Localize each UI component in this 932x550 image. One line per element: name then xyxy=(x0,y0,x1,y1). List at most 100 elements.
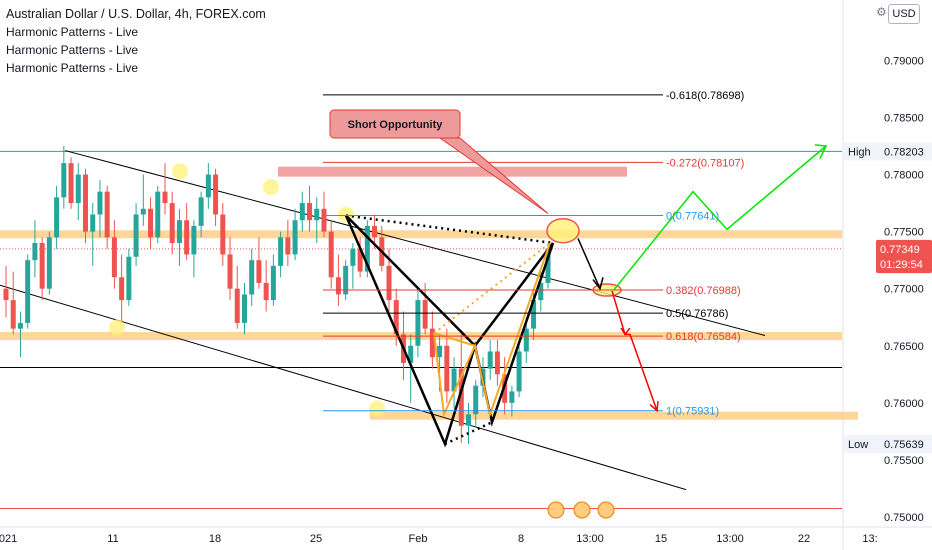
candle xyxy=(256,260,262,283)
candles xyxy=(3,145,551,444)
currency-button[interactable]: USD xyxy=(888,4,920,24)
price-badge-bg xyxy=(876,255,932,274)
price-axis[interactable]: 0.79000 0.78500 0.78000 0.77500 0.77000 0.765… xyxy=(843,55,932,524)
channel-line xyxy=(64,150,766,336)
pattern-leg xyxy=(474,242,554,347)
candle xyxy=(466,414,472,426)
candle xyxy=(263,282,269,301)
candle xyxy=(75,174,81,204)
projection-arrow xyxy=(577,238,601,289)
candle xyxy=(429,328,435,358)
pattern-leg xyxy=(345,214,476,347)
price-tick: 0.79000 xyxy=(884,55,924,67)
indicator-label[interactable]: Harmonic Patterns - Live xyxy=(6,25,139,39)
candle xyxy=(126,256,132,301)
candle xyxy=(357,248,363,272)
candle xyxy=(17,322,23,329)
candle xyxy=(473,385,479,415)
chart-legend: Australian Dollar / U.S. Dollar, 4h, FOR… xyxy=(6,5,266,77)
swing-marker xyxy=(263,179,279,196)
candle xyxy=(372,225,378,238)
candle xyxy=(162,191,168,204)
candle xyxy=(393,300,399,335)
indicator-label[interactable]: Harmonic Patterns - Live xyxy=(6,61,139,75)
candle xyxy=(314,208,320,221)
fib-label: -0.272(0.78107) xyxy=(666,157,744,169)
price-badge-bg xyxy=(843,435,932,454)
candle xyxy=(531,300,537,329)
resistance-block xyxy=(278,166,627,177)
candle xyxy=(68,163,74,204)
candle xyxy=(285,237,291,255)
arrowhead xyxy=(649,401,659,413)
candle xyxy=(82,174,88,232)
fib-label: 1(0.75931) xyxy=(666,406,719,418)
time-axis[interactable]: 2021 11 18 25 Feb 8 13:00 15 13:00 22 13: xyxy=(0,501,878,545)
event-icon xyxy=(547,501,565,519)
candle xyxy=(494,351,500,375)
time-tick: Feb xyxy=(409,533,428,545)
candle xyxy=(343,265,349,295)
candle xyxy=(25,260,31,323)
swing-marker xyxy=(369,400,385,417)
completion-marker xyxy=(546,217,580,244)
candle xyxy=(451,368,457,392)
candle xyxy=(415,300,421,346)
drawn-lines xyxy=(0,150,842,510)
sr-zone xyxy=(0,230,842,239)
candle xyxy=(227,254,233,289)
candle xyxy=(90,214,96,232)
candle xyxy=(299,203,305,221)
price-badge-label: Low xyxy=(848,439,868,451)
inner-pattern-leg xyxy=(433,332,476,347)
symbol-title[interactable]: Australian Dollar / U.S. Dollar, 4h, FOR… xyxy=(6,7,266,21)
settings-icon[interactable]: ⚙ xyxy=(876,5,887,19)
price-tick: 0.78500 xyxy=(884,112,924,124)
candle xyxy=(111,237,117,278)
candle xyxy=(545,248,551,283)
candle xyxy=(408,345,414,363)
indicator-label[interactable]: Harmonic Patterns - Live xyxy=(6,43,139,57)
fib-label: 0.5(0.76786) xyxy=(666,308,728,320)
price-badge-value: 0.77349 xyxy=(880,244,920,256)
candle xyxy=(458,368,464,426)
fib-label: 0(0.77641) xyxy=(666,211,719,223)
candle xyxy=(350,248,356,266)
candle xyxy=(220,214,226,255)
candle xyxy=(169,203,175,244)
time-tick: 11 xyxy=(107,533,118,545)
time-tick: 13:00 xyxy=(716,533,744,545)
candle xyxy=(335,277,341,295)
candle xyxy=(523,328,529,352)
arrowhead xyxy=(592,277,604,291)
pattern-diagonal xyxy=(444,421,493,446)
candle xyxy=(516,351,522,392)
candle xyxy=(10,300,16,329)
sr-zone xyxy=(370,411,858,420)
candle xyxy=(140,208,146,215)
candle xyxy=(32,243,38,261)
price-tick: 0.76500 xyxy=(884,341,924,353)
event-icon xyxy=(573,501,591,519)
candle xyxy=(509,391,515,403)
price-badge-value: 01:29:54 xyxy=(880,259,923,271)
price-tick: 0.75500 xyxy=(884,455,924,467)
candle xyxy=(321,208,327,232)
candle xyxy=(487,351,493,369)
candle xyxy=(133,214,139,257)
candle xyxy=(148,208,154,238)
candle xyxy=(119,277,125,301)
fib-label: 0.382(0.76988) xyxy=(666,285,741,297)
price-tick: 0.75000 xyxy=(884,512,924,524)
time-tick: 13:00 xyxy=(576,533,604,545)
candle xyxy=(270,265,276,301)
time-tick: 13: xyxy=(862,533,877,545)
candle xyxy=(104,191,110,238)
candle xyxy=(538,282,544,301)
candle xyxy=(444,345,450,392)
candle xyxy=(292,220,298,255)
channel-line xyxy=(0,284,687,491)
price-tick: 0.77000 xyxy=(884,284,924,296)
